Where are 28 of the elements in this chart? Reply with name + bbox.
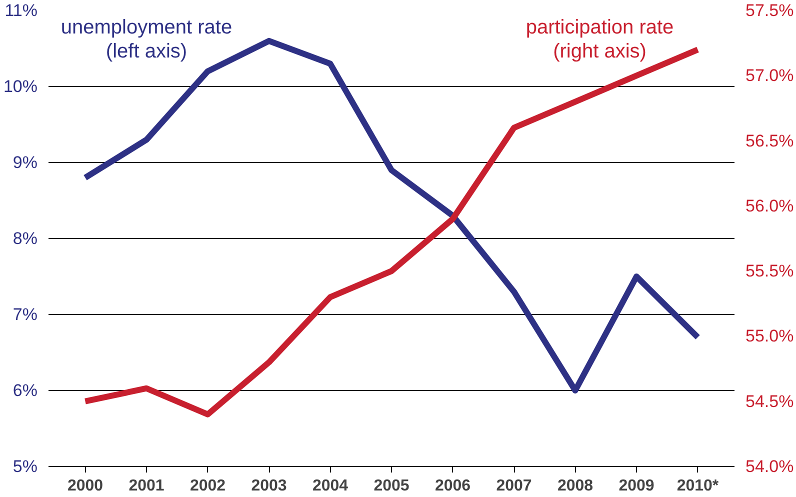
y-tick-label: 7% xyxy=(12,305,38,324)
x-tick-label: 2008 xyxy=(557,478,594,494)
y2-tick-label: 57.5% xyxy=(746,1,794,20)
x-tick-label: 2001 xyxy=(128,478,164,494)
x-tick-label: 2005 xyxy=(374,478,410,494)
x-tick-label: 2003 xyxy=(251,478,287,494)
y2-tick-label: 54.0% xyxy=(746,457,794,476)
x-tick-label: 2004 xyxy=(312,478,348,494)
y2-tick-label: 55.5% xyxy=(746,262,794,281)
series-label: participation rate (right axis) xyxy=(526,16,674,63)
y2-tick-label: 55.0% xyxy=(746,326,794,346)
series-label: unemployment rate (left axis) xyxy=(60,16,232,63)
x-tick-label: 2000 xyxy=(67,478,104,494)
x-tick-label: 2007 xyxy=(496,478,532,494)
y2-tick-label: 57.0% xyxy=(746,66,794,86)
y-tick-label: 9% xyxy=(12,153,38,172)
y2-tick-label: 56.5% xyxy=(746,131,794,150)
y-tick-label: 6% xyxy=(12,381,38,400)
x-tick-label: 2006 xyxy=(434,478,471,494)
y2-tick-label: 56.0% xyxy=(746,196,794,216)
x-tick-label: 2010* xyxy=(676,478,720,494)
x-tick-label: 2002 xyxy=(190,478,226,494)
y-tick-label: 11% xyxy=(4,1,38,20)
y-tick-label: 10% xyxy=(3,77,38,96)
y-tick-label: 8% xyxy=(12,229,38,248)
x-tick-label: 2009 xyxy=(618,478,654,494)
y-tick-label: 5% xyxy=(12,457,38,476)
y2-tick-label: 54.5% xyxy=(746,392,794,411)
